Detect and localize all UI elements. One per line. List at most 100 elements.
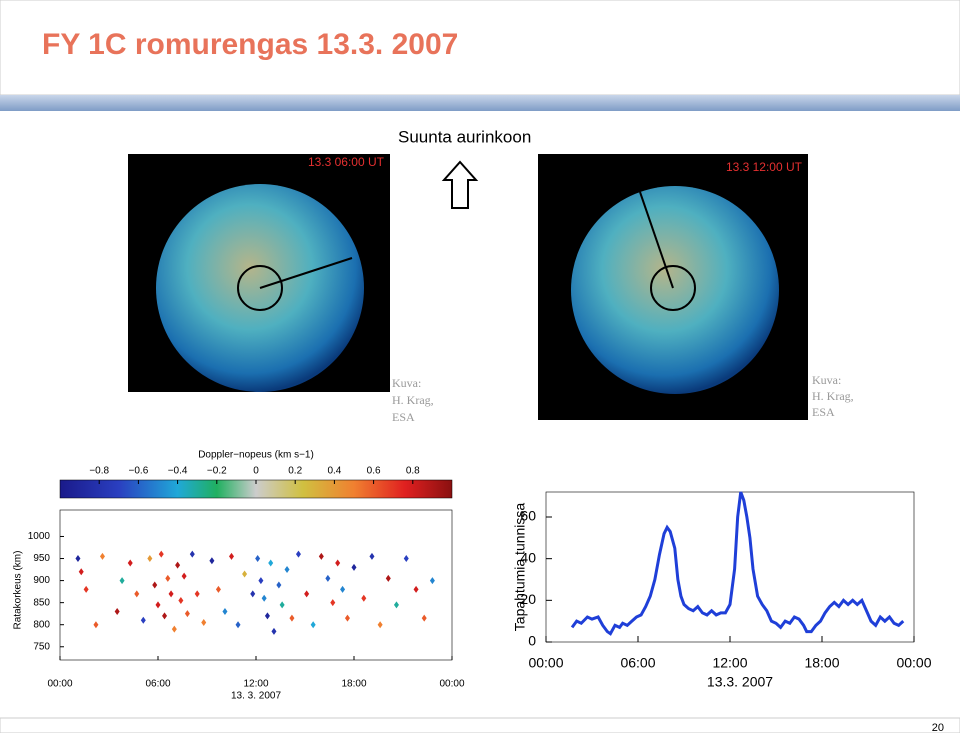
- y-tick-label: 850: [33, 597, 50, 608]
- point: [134, 590, 140, 598]
- point: [184, 610, 190, 618]
- point: [289, 614, 295, 622]
- y-tick-label: 1000: [28, 531, 51, 542]
- colorbar-tick-label: 0: [253, 466, 259, 477]
- slide-title: FY 1C romurengas 13.3. 2007: [42, 28, 458, 61]
- point: [351, 563, 357, 571]
- y-tick-label: 0: [528, 633, 536, 649]
- point: [264, 612, 270, 620]
- point: [235, 621, 241, 629]
- point: [215, 585, 221, 593]
- globe-1: 13.3 06:00 UT Kuva: H. Krag, ESA: [128, 154, 434, 424]
- colorbar-tick-label: 0.8: [406, 466, 420, 477]
- point: [194, 590, 200, 598]
- point: [168, 590, 174, 598]
- x-tick-label: 00:00: [896, 655, 931, 671]
- point: [140, 616, 146, 624]
- point: [78, 568, 84, 576]
- header-band: [0, 95, 960, 111]
- line: [570, 491, 905, 636]
- credit: Kuva:: [392, 376, 421, 390]
- y-tick-label: 950: [33, 553, 50, 564]
- y-axis-label: Tapahtumia tunnissa: [512, 503, 528, 632]
- point: [83, 585, 89, 593]
- point: [403, 555, 409, 563]
- footer: [0, 717, 960, 734]
- point: [229, 552, 234, 560]
- point: [222, 607, 228, 615]
- y-tick-label: 60: [520, 508, 536, 524]
- x-tick-label: 18:00: [341, 679, 366, 690]
- point: [99, 552, 105, 560]
- x-tick-label: 06:00: [620, 655, 655, 671]
- x-tick-label: 00:00: [528, 655, 563, 671]
- point: [127, 559, 133, 567]
- point: [209, 557, 215, 565]
- point: [250, 590, 256, 598]
- colorbar-tick-label: −0.8: [89, 466, 109, 477]
- point: [255, 555, 261, 563]
- point: [271, 627, 277, 635]
- point: [344, 614, 350, 622]
- globe-time: 13.3 06:00 UT: [308, 155, 385, 169]
- plots: Doppler−nopeus (km s−1) −0.8 −0.6 −0.4 −0.2 0…: [13, 450, 932, 702]
- point: [114, 607, 120, 615]
- point: [279, 601, 285, 609]
- globe-time: 13.3 12:00 UT: [726, 160, 803, 174]
- point: [421, 614, 427, 622]
- point: [393, 601, 399, 609]
- y-axis-label: Ratakorkeus (km): [13, 551, 24, 630]
- credit: ESA: [812, 405, 835, 419]
- point: [162, 612, 168, 620]
- point: [369, 552, 375, 560]
- point: [276, 581, 282, 589]
- credit: ESA: [392, 410, 415, 424]
- point: [258, 577, 264, 585]
- point: [171, 625, 177, 633]
- point: [304, 590, 310, 598]
- sun-label: Suunta aurinkoon: [398, 127, 531, 146]
- credit: H. Krag,: [392, 393, 434, 407]
- point: [295, 550, 301, 558]
- point: [181, 572, 187, 580]
- point: [413, 585, 419, 593]
- point: [377, 621, 383, 629]
- y-tick-label: 750: [33, 641, 50, 652]
- point: [155, 601, 161, 609]
- point: [325, 574, 331, 582]
- x-tick-label: 06:00: [145, 679, 170, 690]
- sun-arrow: [441, 160, 479, 209]
- point: [385, 574, 391, 582]
- point: [165, 574, 171, 582]
- y-tick-label: 40: [520, 549, 536, 565]
- y-tick-label: 20: [520, 591, 536, 607]
- colorbar-tick-label: 0.6: [367, 466, 381, 477]
- header: [0, 0, 960, 96]
- point: [242, 570, 248, 578]
- x-tick-label: 12:00: [243, 679, 268, 690]
- y-tick-label: 900: [33, 575, 50, 586]
- colorbar-tick-label: −0.4: [168, 466, 188, 477]
- colorbar-title: Doppler−nopeus (km s−1): [198, 450, 314, 461]
- x-axis-label: 13.3. 2007: [707, 674, 773, 690]
- point: [178, 596, 184, 604]
- point: [335, 559, 341, 567]
- globe-2: 13.3 12:00 UT Kuva: H. Krag, ESA: [538, 154, 854, 420]
- x-tick-label: 12:00: [712, 655, 747, 671]
- x-tick-label: 00:00: [47, 679, 72, 690]
- point: [310, 621, 316, 629]
- point: [261, 594, 267, 602]
- plot-frame: [59, 509, 453, 661]
- credit: H. Krag,: [812, 389, 854, 403]
- x-tick-label: 00:00: [439, 679, 464, 690]
- point: [429, 577, 435, 585]
- point: [284, 566, 290, 574]
- x-axis-label: 13. 3. 2007: [231, 691, 281, 702]
- point: [201, 619, 207, 626]
- colorbar-tick-label: 0.4: [327, 466, 341, 477]
- point: [340, 585, 346, 593]
- point: [318, 552, 324, 560]
- point: [147, 555, 153, 563]
- point: [158, 550, 164, 558]
- point: [361, 594, 367, 602]
